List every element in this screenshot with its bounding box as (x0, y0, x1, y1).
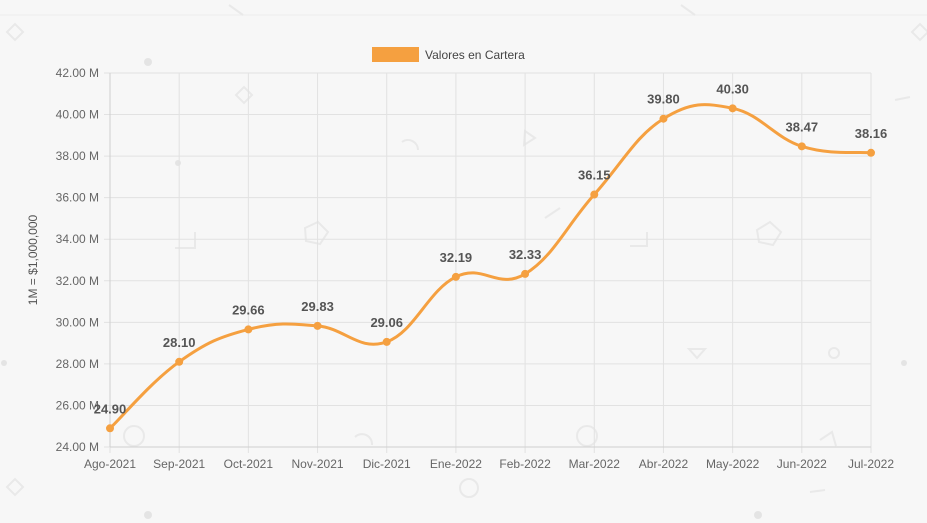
data-point[interactable] (313, 321, 322, 330)
data-point[interactable] (175, 357, 184, 366)
x-tick-label: Jul-2022 (848, 457, 894, 471)
legend-label: Valores en Cartera (425, 48, 525, 62)
y-tick-label: 24.00 M (56, 440, 99, 454)
x-tick-label: Oct-2021 (224, 457, 274, 471)
data-label: 39.80 (647, 92, 680, 107)
data-label: 38.16 (855, 126, 888, 141)
data-label: 28.10 (163, 335, 196, 350)
y-tick-label: 32.00 M (56, 274, 99, 288)
data-point[interactable] (659, 114, 668, 123)
data-label: 38.47 (786, 119, 819, 134)
series-line-valores-en-cartera (108, 103, 872, 430)
y-tick-label: 42.00 M (56, 66, 99, 80)
y-tick-label: 38.00 M (56, 149, 99, 163)
x-tick-label: Ago-2021 (84, 457, 136, 471)
x-tick-label: Abr-2022 (639, 457, 689, 471)
data-point[interactable] (867, 148, 875, 157)
data-point[interactable] (451, 272, 460, 281)
legend-swatch (372, 47, 419, 62)
y-tick-label: 28.00 M (56, 357, 99, 371)
x-tick-label: Nov-2021 (292, 457, 344, 471)
grid-lines (104, 72, 872, 453)
data-label: 29.83 (301, 299, 334, 314)
y-tick-label: 36.00 M (56, 191, 99, 205)
data-point[interactable] (382, 337, 391, 346)
y-tick-label: 26.00 M (56, 398, 99, 412)
data-labels: 24.90 28.10 29.66 29.83 29.06 32.19 32.33 36.15… (94, 81, 888, 416)
data-label: 24.90 (94, 401, 127, 416)
data-point[interactable] (590, 190, 599, 199)
data-point[interactable] (521, 269, 530, 278)
x-tick-label: Feb-2022 (499, 457, 551, 471)
y-tick-labels: 24.00 M 26.00 M 28.00 M 30.00 M 32.00 M 34.00… (56, 66, 99, 454)
x-tick-label: May-2022 (706, 457, 760, 471)
y-tick-label: 40.00 M (56, 108, 99, 122)
y-tick-label: 34.00 M (56, 232, 99, 246)
x-tick-label: Mar-2022 (569, 457, 621, 471)
data-label: 32.33 (509, 247, 542, 262)
y-tick-label: 30.00 M (56, 315, 99, 329)
data-point[interactable] (728, 104, 737, 113)
data-label: 32.19 (440, 250, 473, 265)
x-tick-label: Dic-2021 (363, 457, 411, 471)
data-label: 36.15 (578, 168, 611, 183)
series-points (106, 104, 875, 433)
data-label: 29.66 (232, 302, 265, 317)
x-tick-labels: Ago-2021 Sep-2021 Oct-2021 Nov-2021 Dic-2021… (84, 457, 894, 471)
data-label: 40.30 (716, 81, 749, 96)
x-tick-label: Ene-2022 (430, 457, 482, 471)
x-tick-label: Sep-2021 (153, 457, 205, 471)
data-point[interactable] (797, 142, 806, 151)
y-axis-title: 1M = $1,000,000 (26, 214, 40, 305)
data-label: 29.06 (370, 315, 403, 330)
legend[interactable]: Valores en Cartera (372, 47, 525, 62)
data-point[interactable] (244, 325, 253, 334)
x-tick-label: Jun-2022 (777, 457, 827, 471)
data-point[interactable] (106, 424, 114, 433)
